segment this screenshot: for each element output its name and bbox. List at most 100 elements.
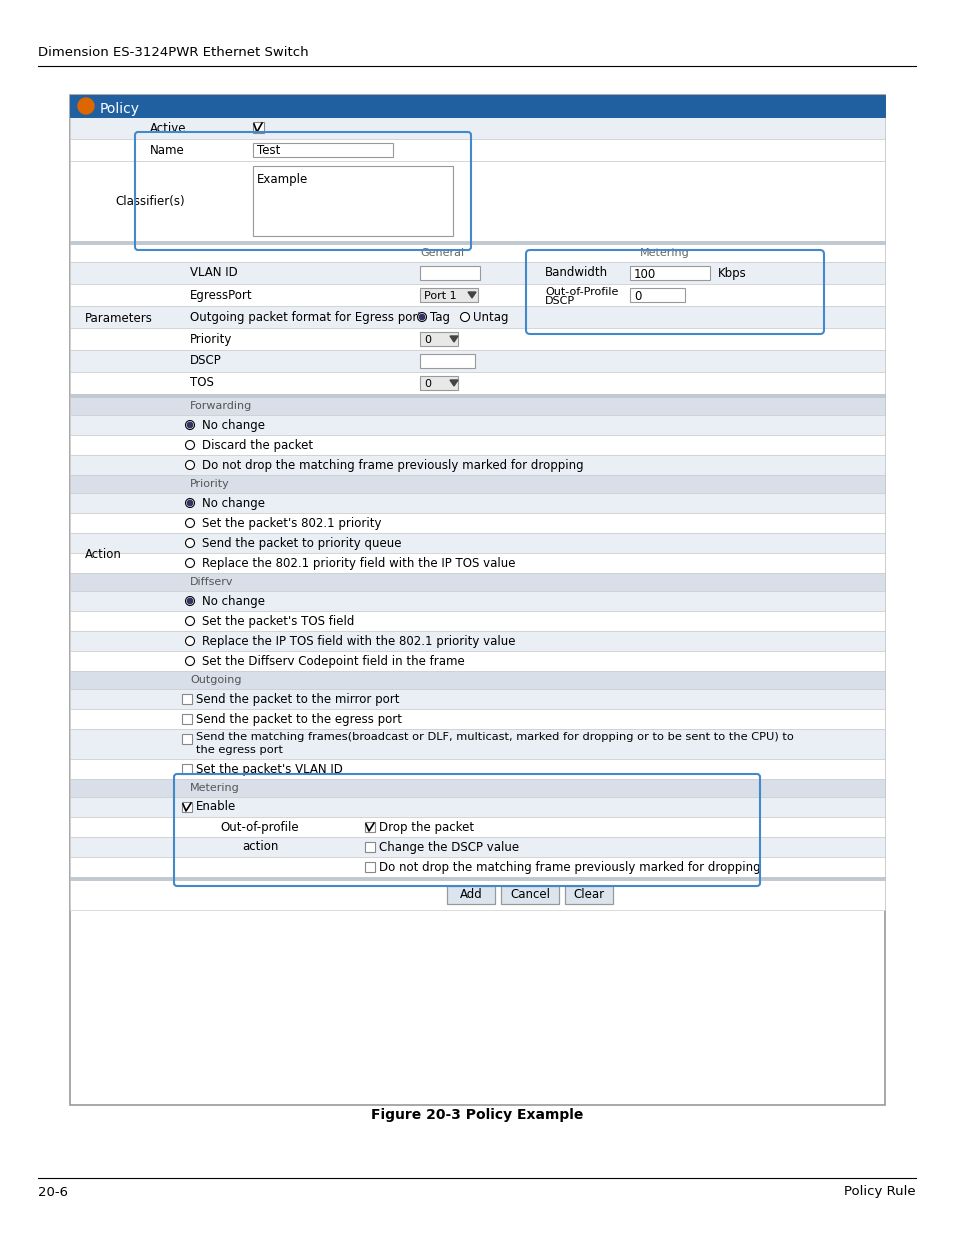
Text: Discard the packet: Discard the packet [202,438,313,452]
FancyBboxPatch shape [70,372,884,394]
Text: Drop the packet: Drop the packet [378,820,474,834]
Text: Bandwidth: Bandwidth [544,267,607,279]
FancyBboxPatch shape [629,288,684,303]
Circle shape [187,422,193,427]
Text: Priority: Priority [190,332,233,346]
FancyBboxPatch shape [365,862,375,872]
Text: Example: Example [256,173,308,185]
Text: Name: Name [150,143,185,157]
Circle shape [419,314,424,320]
Circle shape [185,519,194,527]
FancyBboxPatch shape [419,266,479,280]
Text: Priority: Priority [190,479,230,489]
Text: 0: 0 [423,379,431,389]
Text: 0: 0 [423,335,431,345]
FancyBboxPatch shape [70,797,884,818]
FancyBboxPatch shape [70,262,884,284]
FancyBboxPatch shape [365,823,375,832]
Text: Outgoing: Outgoing [190,676,241,685]
Text: DSCP: DSCP [190,354,221,368]
FancyBboxPatch shape [70,161,884,241]
FancyBboxPatch shape [70,350,884,372]
FancyBboxPatch shape [253,143,393,157]
Text: Classifier(s): Classifier(s) [115,194,185,207]
Text: Forwarding: Forwarding [190,401,252,411]
Text: Untag: Untag [473,310,508,324]
Text: Set the packet's VLAN ID: Set the packet's VLAN ID [195,762,342,776]
FancyBboxPatch shape [419,288,477,303]
FancyBboxPatch shape [70,435,884,454]
Polygon shape [450,336,457,342]
Text: Policy: Policy [100,103,140,116]
FancyBboxPatch shape [70,415,884,435]
Text: Dimension ES-3124PWR Ethernet Switch: Dimension ES-3124PWR Ethernet Switch [38,46,309,58]
Text: Send the packet to the mirror port: Send the packet to the mirror port [195,693,399,705]
FancyBboxPatch shape [365,842,375,852]
Text: TOS: TOS [190,377,213,389]
Polygon shape [468,291,476,298]
Text: General: General [419,248,464,258]
FancyBboxPatch shape [182,694,192,704]
FancyBboxPatch shape [70,779,884,797]
FancyBboxPatch shape [70,709,884,729]
FancyBboxPatch shape [70,760,884,779]
Text: No change: No change [202,496,265,510]
Text: Active: Active [150,121,186,135]
Text: EgressPort: EgressPort [190,289,253,301]
FancyBboxPatch shape [70,631,884,651]
Text: Send the packet to the egress port: Send the packet to the egress port [195,713,401,725]
Circle shape [185,597,194,605]
Text: Enable: Enable [195,800,236,814]
Text: Out-of-profile: Out-of-profile [220,820,299,834]
Text: Set the packet's 802.1 priority: Set the packet's 802.1 priority [202,516,381,530]
FancyBboxPatch shape [70,513,884,534]
FancyBboxPatch shape [70,651,884,671]
FancyBboxPatch shape [70,140,884,161]
Text: Add: Add [459,888,482,902]
FancyBboxPatch shape [419,375,457,390]
Text: Send the packet to priority queue: Send the packet to priority queue [202,536,401,550]
Circle shape [185,538,194,547]
Circle shape [185,558,194,568]
FancyBboxPatch shape [70,284,884,306]
Text: VLAN ID: VLAN ID [190,267,237,279]
FancyBboxPatch shape [70,592,884,611]
Circle shape [78,98,94,114]
FancyBboxPatch shape [447,885,495,904]
FancyBboxPatch shape [70,95,884,1105]
FancyBboxPatch shape [419,332,457,346]
Text: Do not drop the matching frame previously marked for dropping: Do not drop the matching frame previousl… [378,861,760,873]
Text: DSCP: DSCP [544,296,575,306]
FancyBboxPatch shape [253,122,264,133]
Text: Kbps: Kbps [718,267,746,279]
Text: Do not drop the matching frame previously marked for dropping: Do not drop the matching frame previousl… [202,458,583,472]
FancyBboxPatch shape [70,95,884,117]
FancyBboxPatch shape [253,165,453,236]
Circle shape [185,420,194,430]
Text: No change: No change [202,419,265,431]
Text: Metering: Metering [190,783,239,793]
Text: action: action [241,841,278,853]
FancyBboxPatch shape [70,818,884,837]
Text: Port 1: Port 1 [423,291,456,301]
FancyBboxPatch shape [70,553,884,573]
FancyBboxPatch shape [70,534,884,553]
FancyBboxPatch shape [70,671,884,689]
FancyBboxPatch shape [70,475,884,493]
Text: No change: No change [202,594,265,608]
Circle shape [185,461,194,469]
Text: Cancel: Cancel [510,888,550,902]
Text: Set the Diffserv Codepoint field in the frame: Set the Diffserv Codepoint field in the … [202,655,464,667]
Circle shape [417,312,426,321]
Text: Tag: Tag [430,310,450,324]
FancyBboxPatch shape [629,266,709,280]
FancyBboxPatch shape [564,885,613,904]
FancyBboxPatch shape [70,689,884,709]
FancyBboxPatch shape [70,493,884,513]
Polygon shape [450,380,457,387]
FancyBboxPatch shape [70,729,884,760]
Circle shape [185,441,194,450]
FancyBboxPatch shape [70,573,884,592]
Text: Clear: Clear [573,888,604,902]
Circle shape [187,500,193,505]
